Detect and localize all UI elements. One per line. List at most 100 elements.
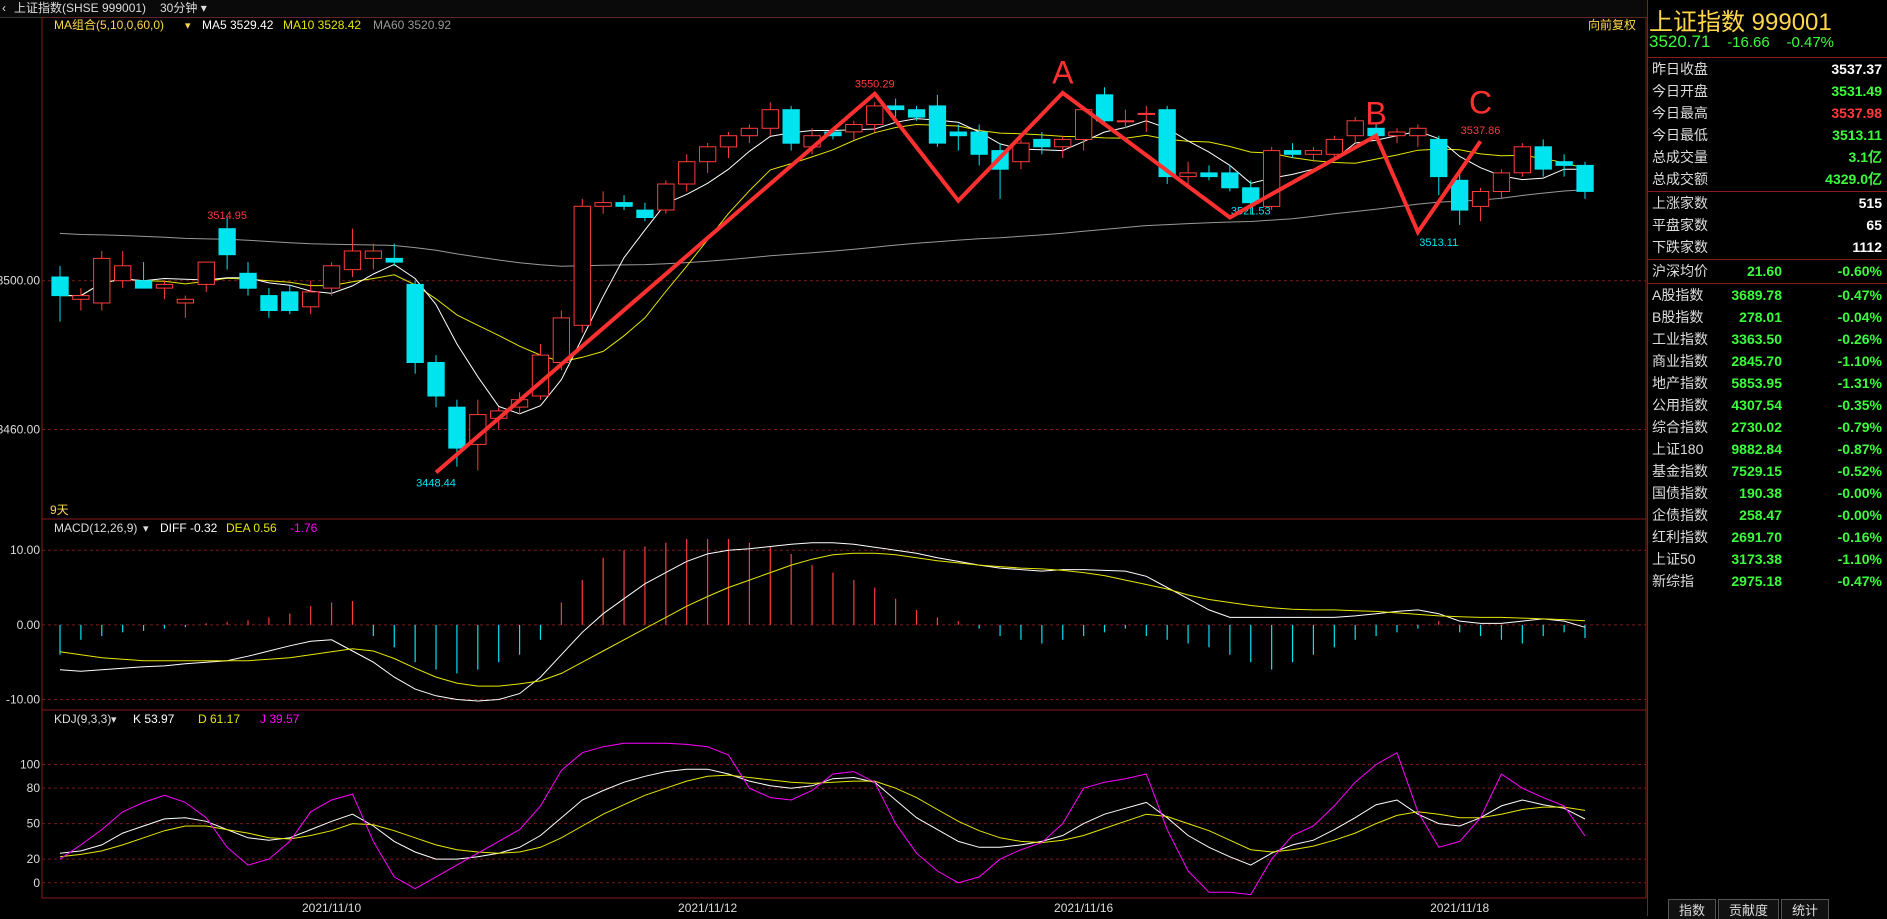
candle[interactable] (427, 362, 445, 397)
candle[interactable] (782, 109, 800, 144)
candle[interactable] (1409, 127, 1427, 137)
index-row[interactable]: 地产指数 5853.95 -1.31% (1648, 373, 1887, 394)
chevron-down-icon[interactable]: ▾ (143, 523, 149, 535)
candle[interactable] (1137, 112, 1155, 115)
index-row[interactable]: 上证180 9882.84 -0.87% (1648, 439, 1887, 460)
candle[interactable] (406, 283, 424, 363)
index-row[interactable]: 新综指 2975.18 -0.47% (1648, 571, 1887, 592)
candle[interactable] (552, 317, 571, 363)
candle[interactable] (1242, 187, 1260, 204)
candlesticks[interactable] (51, 87, 1594, 471)
ma-legend-label[interactable]: MA组合(5,10,0,60,0) (54, 17, 164, 32)
candle[interactable] (72, 295, 90, 300)
candle[interactable] (1388, 131, 1406, 137)
candle[interactable] (364, 250, 383, 259)
candle[interactable] (1033, 138, 1051, 148)
adjust-mode-label[interactable]: 向前复权 (1588, 17, 1636, 32)
stat-row[interactable]: 今日最高 3537.98 (1648, 103, 1887, 124)
stat-row[interactable]: 总成交量 3.1亿 (1648, 147, 1887, 168)
candle[interactable] (719, 135, 738, 148)
stat-row[interactable]: 总成交额 4329.0亿 (1648, 169, 1887, 190)
index-row[interactable]: 国债指数 190.38 -0.00% (1648, 483, 1887, 504)
candle[interactable] (1430, 138, 1448, 178)
index-row[interactable]: 工业指数 3363.50 -0.26% (1648, 329, 1887, 350)
index-row[interactable]: B股指数 278.01 -0.04% (1648, 307, 1887, 328)
chevron-down-icon[interactable]: ▾ (111, 714, 117, 726)
index-row[interactable]: 公用指数 4307.54 -0.35% (1648, 395, 1887, 416)
breadth-row[interactable]: 下跌家数 1112 (1648, 237, 1887, 258)
candle[interactable] (1158, 109, 1176, 178)
candle[interactable] (197, 261, 215, 285)
tab-contribution[interactable]: 贡献度 (1718, 899, 1780, 919)
candle[interactable] (1471, 191, 1490, 207)
candle[interactable] (970, 131, 988, 155)
candle[interactable] (1513, 146, 1531, 174)
candle[interactable] (51, 276, 69, 297)
candle[interactable] (1179, 172, 1197, 178)
index-row[interactable]: 红利指数 2691.70 -0.16% (1648, 527, 1887, 548)
candle[interactable] (1534, 146, 1552, 170)
candle[interactable] (1304, 150, 1323, 155)
stat-row[interactable]: 今日最低 3513.11 (1648, 125, 1887, 146)
kdj-legend-label[interactable]: KDJ(9,3,3) (54, 712, 111, 726)
candle[interactable] (281, 291, 299, 311)
candle[interactable] (699, 146, 717, 163)
candle[interactable] (260, 295, 278, 312)
index-row[interactable]: 企债指数 258.47 -0.00% (1648, 505, 1887, 526)
candle[interactable] (1054, 138, 1072, 148)
candle[interactable] (1283, 150, 1302, 155)
candle[interactable] (636, 209, 654, 219)
tab-stats[interactable]: 统计 (1781, 899, 1830, 919)
candle[interactable] (176, 298, 194, 304)
candle[interactable] (1451, 179, 1469, 211)
chevron-down-icon[interactable]: ▾ (185, 20, 191, 32)
stat-row[interactable]: 今日开盘 3531.49 (1648, 81, 1887, 102)
chevron-left-icon[interactable]: ‹ (2, 1, 6, 15)
avg-price-row[interactable]: 沪深均价 21.60 -0.60% (1648, 261, 1887, 282)
candle[interactable] (1012, 142, 1030, 163)
candle[interactable] (761, 109, 779, 129)
candle[interactable] (93, 257, 111, 304)
candle[interactable] (1492, 172, 1511, 192)
candle[interactable] (1221, 172, 1239, 189)
candle[interactable] (322, 265, 341, 289)
candle[interactable] (949, 131, 967, 137)
breadth-row[interactable]: 平盘家数 65 (1648, 215, 1887, 236)
candle[interactable] (1325, 138, 1343, 155)
candle[interactable] (1576, 164, 1594, 192)
breadth-row[interactable]: 上涨家数 515 (1648, 193, 1887, 214)
candle[interactable] (1346, 120, 1364, 137)
candle[interactable] (928, 105, 947, 144)
candle[interactable] (448, 406, 466, 449)
candle[interactable] (594, 202, 612, 207)
candle[interactable] (114, 265, 132, 282)
candle[interactable] (615, 202, 633, 207)
candle[interactable] (573, 205, 591, 326)
candle[interactable] (1555, 161, 1573, 166)
index-row[interactable]: 综合指数 2730.02 -0.79% (1648, 417, 1887, 438)
tab-index[interactable]: 指数 (1668, 899, 1717, 919)
candle[interactable] (678, 161, 696, 185)
candle[interactable] (1116, 120, 1135, 123)
candle[interactable] (218, 228, 236, 256)
macd-legend-label[interactable]: MACD(12,26,9) (54, 521, 137, 535)
candle[interactable] (866, 105, 884, 126)
index-row[interactable]: 商业指数 2845.70 -1.10% (1648, 351, 1887, 372)
candle[interactable] (1095, 94, 1114, 122)
candle[interactable] (657, 183, 675, 211)
candle[interactable] (385, 257, 403, 263)
stat-row[interactable]: 昨日收盘 3537.37 (1648, 59, 1887, 80)
candle[interactable] (740, 127, 759, 137)
candle[interactable] (907, 109, 926, 118)
candle[interactable] (302, 291, 320, 308)
candle[interactable] (134, 280, 153, 289)
candle[interactable] (239, 272, 257, 289)
candle[interactable] (887, 105, 905, 111)
index-row[interactable]: 基金指数 7529.15 -0.52% (1648, 461, 1887, 482)
candle[interactable] (1200, 172, 1218, 178)
candle[interactable] (155, 283, 174, 289)
period-selector[interactable]: 30分钟 ▾ (160, 1, 207, 15)
candle[interactable] (845, 124, 863, 133)
index-row[interactable]: A股指数 3689.78 -0.47% (1648, 285, 1887, 306)
chart-area[interactable]: 3514.95 3550.29 3521.53 3537.86 3513.11 3448.… (0, 17, 1647, 916)
